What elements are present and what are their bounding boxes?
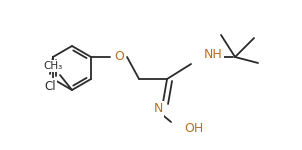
Text: NH: NH — [204, 48, 223, 62]
Text: Cl: Cl — [44, 80, 56, 93]
Text: O: O — [114, 51, 124, 63]
Text: OH: OH — [184, 123, 203, 135]
Text: CH₃: CH₃ — [43, 61, 63, 71]
Text: N: N — [153, 102, 163, 116]
